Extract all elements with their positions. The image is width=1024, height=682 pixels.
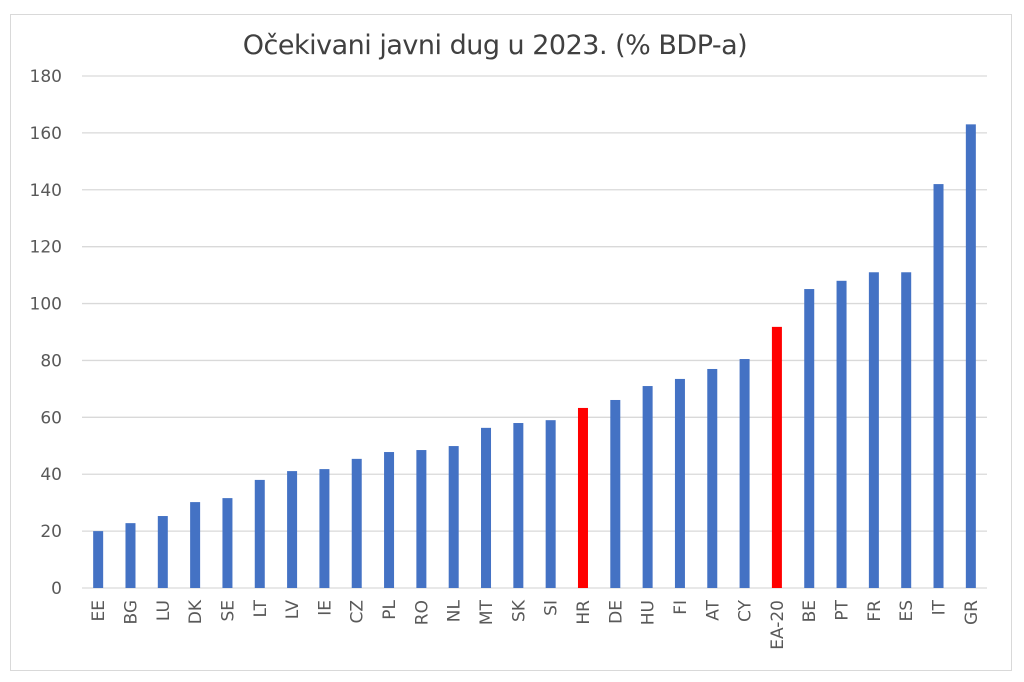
bar-cz — [351, 458, 362, 588]
x-tick-label: SI — [542, 600, 562, 616]
chart-title: Očekivani javni dug u 2023. (% BDP-a) — [242, 30, 748, 61]
x-tick-label: RO — [412, 600, 432, 625]
x-tick-label: IE — [315, 600, 335, 616]
bar-pl — [384, 452, 395, 588]
bar-fi — [674, 378, 685, 588]
x-tick-label: FR — [865, 600, 885, 622]
x-tick-label: AT — [703, 599, 723, 620]
x-tick-label: HR — [574, 600, 594, 625]
bar-fr — [868, 272, 879, 588]
bar-ie — [319, 469, 330, 588]
bar-bg — [125, 523, 136, 588]
x-tick-label: SE — [218, 600, 238, 622]
bar-lt — [254, 479, 265, 588]
x-tick-label: EE — [89, 600, 109, 621]
x-tick-label: DK — [186, 599, 206, 624]
x-tick-label: BE — [800, 600, 820, 622]
y-tick-label: 0 — [51, 579, 62, 599]
bar-sk — [513, 423, 524, 588]
y-tick-label: 40 — [40, 465, 62, 485]
y-tick-label: 20 — [40, 522, 62, 542]
chart-frame — [10, 14, 1012, 671]
x-tick-label: LV — [283, 600, 303, 620]
x-tick-label: EA-20 — [768, 600, 788, 650]
bar-si — [545, 420, 556, 588]
bar-lu — [157, 516, 168, 588]
x-tick-label: CY — [736, 599, 756, 622]
x-tick-label: FI — [671, 600, 691, 615]
bar-lv — [287, 471, 298, 588]
y-tick-label: 180 — [30, 67, 62, 87]
bar-se — [222, 498, 233, 588]
x-tick-label: IT — [930, 599, 950, 615]
x-tick-label: ES — [897, 600, 917, 622]
bar-it — [933, 184, 944, 589]
bar-be — [804, 289, 815, 588]
bar-ea-20 — [771, 326, 782, 588]
y-tick-label: 100 — [30, 295, 62, 315]
bar-de — [610, 399, 621, 588]
bar-nl — [448, 446, 459, 588]
x-tick-label: SK — [509, 599, 529, 622]
bar-pt — [836, 280, 847, 588]
x-tick-label: PT — [833, 599, 853, 620]
y-tick-label: 60 — [40, 408, 62, 428]
x-tick-label: GR — [962, 600, 982, 625]
bar-cy — [739, 359, 750, 588]
bar-hu — [642, 386, 653, 588]
x-tick-label: BG — [121, 600, 141, 625]
bar-ee — [93, 531, 104, 588]
bar-dk — [190, 502, 201, 588]
bar-mt — [481, 427, 492, 588]
x-tick-label: DE — [606, 600, 626, 624]
y-tick-label: 120 — [30, 238, 62, 258]
x-tick-label: CZ — [348, 600, 368, 624]
bar-es — [901, 272, 912, 588]
bar-at — [707, 368, 718, 588]
x-tick-label: LU — [154, 600, 174, 621]
x-tick-label: NL — [445, 599, 465, 622]
x-tick-label: LT — [251, 599, 271, 617]
x-tick-label: MT — [477, 599, 497, 625]
y-tick-label: 140 — [30, 181, 62, 201]
x-tick-label: PL — [380, 599, 400, 619]
bar-ro — [416, 450, 427, 588]
bar-gr — [965, 124, 976, 588]
y-tick-label: 160 — [30, 124, 62, 144]
x-tick-label: HU — [639, 600, 659, 625]
bar-hr — [577, 407, 588, 588]
y-tick-label: 80 — [40, 351, 62, 371]
